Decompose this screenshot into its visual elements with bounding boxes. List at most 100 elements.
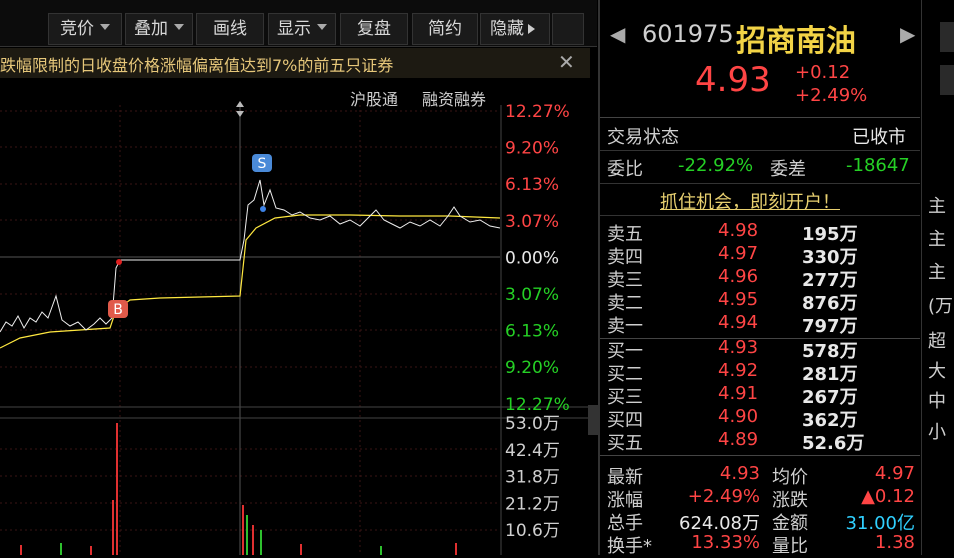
toolbar-button[interactable]: 叠加 (125, 13, 193, 45)
drag-icon[interactable] (236, 101, 244, 117)
stat-label: 涨幅 (607, 490, 643, 511)
dropdown-arrow (174, 23, 184, 35)
order-side: 买四 (607, 410, 643, 431)
rule (600, 117, 920, 118)
toolbar-button[interactable]: 隐藏 (480, 13, 550, 45)
volume-axis-label: 10.6万 (505, 521, 560, 541)
stat-value: 4.97 (874, 463, 915, 484)
stock-name: 招商南油 (736, 24, 856, 59)
buy-marker (108, 300, 128, 318)
side-button[interactable] (940, 22, 954, 52)
toolbar-button[interactable]: 显示 (268, 13, 336, 45)
rule (600, 183, 920, 184)
order-side: 卖一 (607, 316, 643, 337)
price-axis-label: 9.20% (505, 139, 559, 159)
side-button[interactable] (940, 65, 954, 95)
dropdown-arrow (317, 23, 327, 35)
rule (600, 215, 920, 216)
stat-label: 均价 (772, 467, 808, 488)
order-volume: 281万 (802, 364, 858, 385)
buy-marker-label: B (113, 302, 123, 318)
order-volume: 52.6万 (802, 433, 865, 454)
rule (600, 150, 920, 151)
stat-value: +2.49% (687, 486, 760, 507)
order-side: 买二 (607, 364, 643, 385)
price-axis-label: 9.20% (505, 358, 559, 378)
promo-link[interactable]: 抓住机会，即刻开户！ (660, 192, 840, 213)
order-volume: 578万 (802, 341, 858, 362)
stat-value: 4.93 (719, 463, 760, 484)
notice-bar (0, 48, 590, 78)
button-label: 叠加 (134, 19, 168, 39)
diff-label: 委差 (770, 159, 806, 180)
price-axis-label: 6.13% (505, 322, 559, 342)
order-side: 买一 (607, 341, 643, 362)
sell-marker (252, 154, 272, 172)
grid (0, 105, 500, 555)
toolbar-button[interactable]: 竞价 (48, 13, 122, 45)
stat-value: 31.00亿 (845, 513, 915, 534)
order-price: 4.91 (718, 383, 759, 404)
order-side: 买三 (607, 387, 643, 408)
ratio-value: -22.92% (678, 155, 754, 176)
stat-value: 624.08万 (679, 513, 760, 534)
diff-value: -18647 (846, 155, 910, 176)
average-line (0, 214, 501, 349)
link[interactable]: 沪股通 (350, 90, 399, 109)
close-icon[interactable]: ✕ (558, 50, 575, 74)
rule (600, 338, 920, 339)
volume-axis-label: 31.8万 (505, 468, 560, 488)
button-label: 隐藏 (490, 19, 524, 39)
toolbar-button[interactable]: 简约 (412, 13, 478, 45)
order-price: 4.90 (718, 406, 759, 427)
side-label: 大 (928, 361, 946, 382)
price-line (0, 179, 501, 333)
order-side: 卖五 (607, 224, 643, 245)
button-label: 简约 (428, 19, 462, 39)
stat-label: 涨跌 (772, 490, 808, 511)
order-volume: 876万 (802, 293, 858, 314)
stat-label: 量比 (772, 536, 808, 557)
intraday-chart: B S 12.27% 9.20% 6.13% 3.07% 0.00% 3.07% 6.13%… (0, 101, 597, 555)
side-label: (万 (928, 296, 954, 317)
last-price: 4.93 (695, 60, 771, 100)
order-volume: 330万 (802, 247, 858, 268)
side-label: 小 (928, 422, 946, 443)
prev-arrow[interactable]: ◀ (610, 22, 626, 46)
side-label: 主 (928, 262, 946, 283)
stat-label: 总手 (607, 513, 643, 534)
volume-bars (20, 423, 457, 555)
order-side: 卖四 (607, 247, 643, 268)
order-volume: 277万 (802, 270, 858, 291)
buy-dot (116, 259, 122, 265)
order-price: 4.96 (718, 266, 759, 287)
volume-axis-label: 53.0万 (505, 414, 560, 434)
link[interactable]: 融资融券 (422, 90, 487, 109)
price-axis-label: 3.07% (505, 285, 559, 305)
price-axis-label: 0.00% (505, 248, 559, 268)
stat-label: 最新 (607, 467, 643, 488)
side-label: 中 (928, 391, 946, 412)
volume-axis-label: 21.2万 (505, 494, 560, 514)
order-price: 4.98 (718, 220, 759, 241)
order-price: 4.92 (718, 360, 759, 381)
sell-marker-label: S (258, 156, 267, 172)
change-pct: +2.49% (795, 85, 868, 106)
toolbar-button[interactable]: 复盘 (340, 13, 408, 45)
next-arrow[interactable]: ▶ (900, 22, 916, 46)
order-price: 4.95 (718, 289, 759, 310)
toolbar-button[interactable]: 画线 (196, 13, 264, 45)
separator (921, 0, 922, 555)
stat-label: 金额 (772, 513, 808, 534)
order-price: 4.93 (718, 337, 759, 358)
status-label: 交易状态 (607, 127, 679, 148)
fullscreen-button[interactable] (552, 13, 584, 45)
order-price: 4.89 (718, 429, 759, 450)
price-axis-label: 6.13% (505, 175, 559, 195)
collapse-handle[interactable] (588, 405, 598, 435)
rule (600, 455, 920, 456)
side-label: 超 (928, 331, 946, 352)
notice-text: 跌幅限制的日收盘价格涨幅偏离值达到7%的前五只证券 (0, 56, 394, 75)
change: +0.12 (795, 62, 851, 83)
